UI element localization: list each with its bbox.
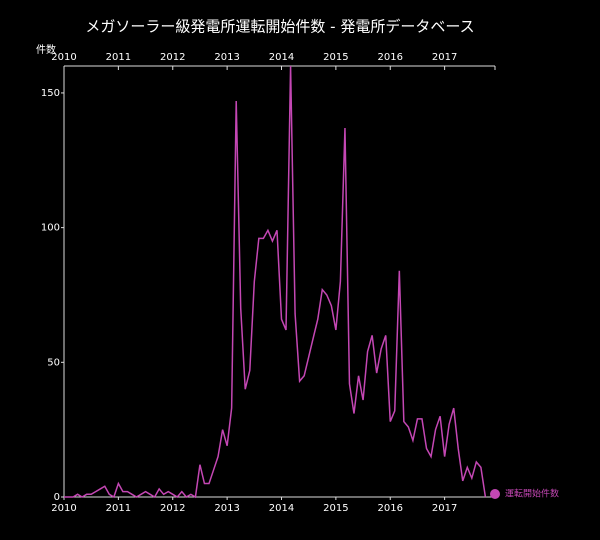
x-top-tick-label: 2017 xyxy=(432,52,457,63)
x-top-tick-label: 2010 xyxy=(51,52,76,63)
x-tick-label: 2015 xyxy=(323,503,348,514)
x-tick-label: 2011 xyxy=(106,503,131,514)
x-tick-label: 2012 xyxy=(160,503,185,514)
x-top-tick-label: 2016 xyxy=(378,52,403,63)
y-tick-label: 100 xyxy=(41,223,60,234)
y-tick-label: 150 xyxy=(41,88,60,99)
y-tick-label: 50 xyxy=(47,357,60,368)
x-top-tick-label: 2012 xyxy=(160,52,185,63)
series-line xyxy=(64,65,487,499)
x-tick-label: 2014 xyxy=(269,503,294,514)
y-axis-label: 件数 xyxy=(36,43,56,56)
legend-marker xyxy=(490,489,500,499)
x-tick-label: 2010 xyxy=(51,503,76,514)
chart-title: メガソーラー級発電所運転開始件数 - 発電所データベース xyxy=(85,18,474,36)
x-top-tick-label: 2011 xyxy=(106,52,131,63)
x-tick-label: 2017 xyxy=(432,503,457,514)
x-tick-label: 2016 xyxy=(378,503,403,514)
x-top-tick-label: 2015 xyxy=(323,52,348,63)
legend-label: 運転開始件数 xyxy=(505,488,559,500)
x-tick-label: 2013 xyxy=(214,503,239,514)
y-tick-label: 0 xyxy=(54,492,60,503)
x-top-tick-label: 2013 xyxy=(214,52,239,63)
x-top-tick-label: 2014 xyxy=(269,52,294,63)
